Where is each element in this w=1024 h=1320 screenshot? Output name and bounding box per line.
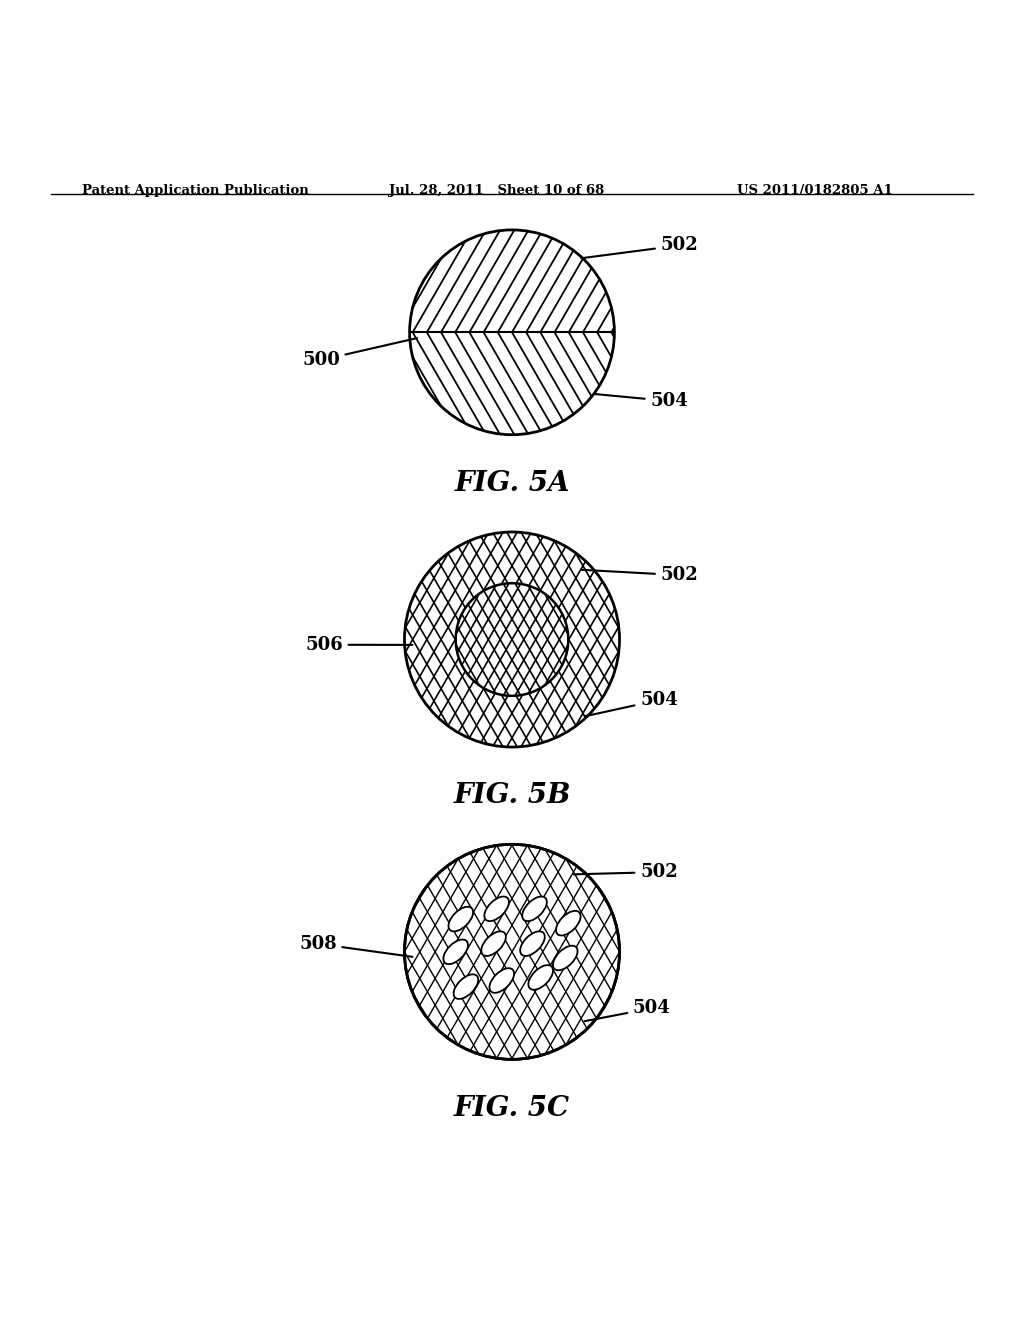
Text: US 2011/0182805 A1: US 2011/0182805 A1 <box>737 183 893 197</box>
Text: Patent Application Publication: Patent Application Publication <box>82 183 308 197</box>
Ellipse shape <box>553 945 578 970</box>
Circle shape <box>404 845 620 1060</box>
Ellipse shape <box>489 968 514 993</box>
Text: FIG. 5C: FIG. 5C <box>454 1094 570 1122</box>
Ellipse shape <box>443 940 468 964</box>
Text: 504: 504 <box>595 392 688 411</box>
Text: 502: 502 <box>582 236 698 259</box>
Ellipse shape <box>522 896 547 921</box>
Text: Jul. 28, 2011   Sheet 10 of 68: Jul. 28, 2011 Sheet 10 of 68 <box>389 183 604 197</box>
Text: 502: 502 <box>582 566 698 585</box>
Text: 500: 500 <box>302 338 417 370</box>
Ellipse shape <box>481 932 506 956</box>
Ellipse shape <box>520 932 545 956</box>
Ellipse shape <box>449 907 473 932</box>
Text: 502: 502 <box>573 863 678 880</box>
Text: 504: 504 <box>585 999 671 1022</box>
Text: 506: 506 <box>305 636 413 653</box>
Text: 508: 508 <box>299 935 413 957</box>
Ellipse shape <box>454 974 478 999</box>
Ellipse shape <box>556 911 581 936</box>
Text: 504: 504 <box>585 692 678 717</box>
Ellipse shape <box>484 896 509 921</box>
Text: FIG. 5B: FIG. 5B <box>454 783 570 809</box>
Ellipse shape <box>528 965 553 990</box>
Text: FIG. 5A: FIG. 5A <box>455 470 569 498</box>
